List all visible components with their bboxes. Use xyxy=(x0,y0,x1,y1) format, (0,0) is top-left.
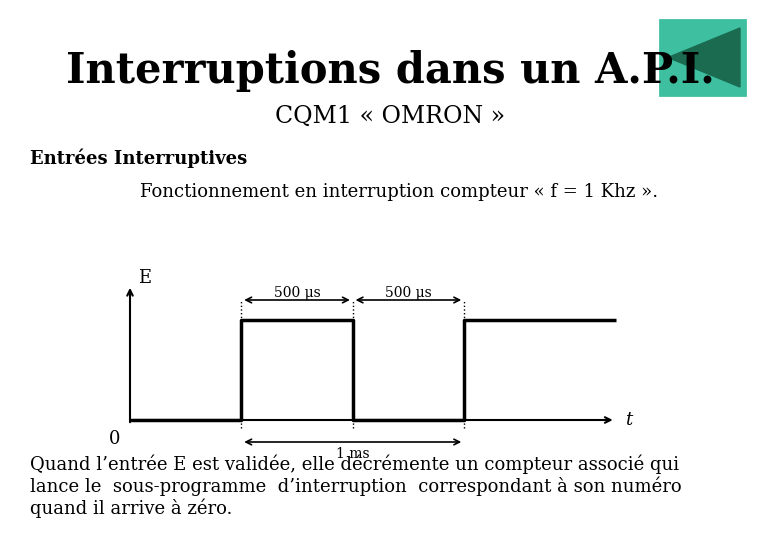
Text: quand il arrive à zéro.: quand il arrive à zéro. xyxy=(30,499,232,518)
Text: t: t xyxy=(625,411,633,429)
Text: 0: 0 xyxy=(109,430,121,448)
FancyBboxPatch shape xyxy=(660,20,745,95)
Text: Fonctionnement en interruption compteur « f = 1 Khz ».: Fonctionnement en interruption compteur … xyxy=(140,183,658,201)
Text: 500 μs: 500 μs xyxy=(385,286,432,300)
Text: lance le  sous-programme  d’interruption  correspondant à son numéro: lance le sous-programme d’interruption c… xyxy=(30,477,682,496)
Text: 1 ms: 1 ms xyxy=(336,447,370,461)
Text: Interruptions dans un A.P.I.: Interruptions dans un A.P.I. xyxy=(66,50,714,92)
Text: Quand l’entrée E est validée, elle décrémente un compteur associé qui: Quand l’entrée E est validée, elle décré… xyxy=(30,455,679,475)
Text: E: E xyxy=(138,269,151,287)
Text: Entrées Interruptives: Entrées Interruptives xyxy=(30,148,247,167)
Text: 500 μs: 500 μs xyxy=(274,286,321,300)
Polygon shape xyxy=(668,28,740,87)
Text: CQM1 « OMRON »: CQM1 « OMRON » xyxy=(275,105,505,128)
